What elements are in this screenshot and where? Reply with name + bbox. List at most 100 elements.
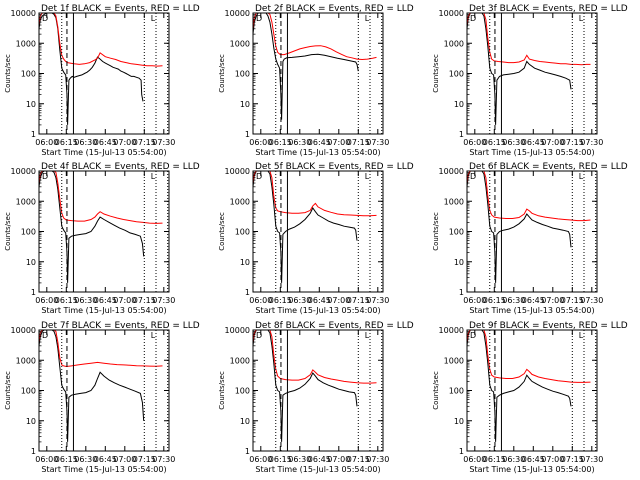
corner-mark-right: L: [365, 14, 370, 23]
events-series-line: [467, 13, 572, 125]
chart-title: Det 5f BLACK = Events, RED = LLD: [255, 162, 414, 172]
x-tick-label: 07:00: [541, 138, 564, 147]
x-axis-label: Start Time (15-Jul-13 05:54:00): [469, 306, 594, 315]
y-tick-label: 1000: [16, 356, 36, 365]
y-tick-label: 100: [235, 70, 250, 79]
x-tick-label: 06:45: [522, 296, 545, 305]
x-tick-label: 06:30: [74, 138, 97, 147]
x-tick-label: 07:30: [580, 296, 603, 305]
x-tick-label: 06:30: [74, 455, 97, 464]
chart-title: Det 7f BLACK = Events, RED = LLD: [41, 321, 200, 331]
x-tick-label: 07:30: [580, 455, 603, 464]
y-tick-label: 1000: [16, 197, 36, 206]
y-tick-label: 1000: [444, 39, 464, 48]
corner-mark-right: L: [151, 14, 156, 23]
x-tick-label: 06:15: [55, 138, 78, 147]
chart-title: Det 9f BLACK = Events, RED = LLD: [469, 321, 628, 331]
lld-series-line: [467, 330, 591, 383]
x-tick-label: 07:00: [541, 455, 564, 464]
y-tick-label: 10000: [225, 326, 250, 335]
y-tick-label: 1: [459, 288, 464, 297]
x-tick-label: 06:15: [269, 138, 292, 147]
x-tick-label: 06:15: [483, 296, 506, 305]
y-axis-label: Counts/sec: [4, 54, 12, 93]
y-tick-label: 10: [240, 417, 250, 426]
x-axis-label: Start Time (15-Jul-13 05:54:00): [469, 148, 594, 157]
corner-mark-left: D: [470, 14, 476, 23]
y-tick-label: 1: [459, 130, 464, 139]
x-axis-label: Start Time (15-Jul-13 05:54:00): [255, 465, 380, 474]
x-tick-label: 06:00: [463, 455, 486, 464]
y-tick-label: 1: [459, 447, 464, 456]
corner-mark-left: D: [256, 331, 262, 340]
lld-series-line: [467, 13, 591, 66]
x-tick-label: 06:30: [502, 455, 525, 464]
x-tick-label: 06:45: [522, 138, 545, 147]
y-tick-label: 10000: [225, 9, 250, 18]
y-tick-label: 1000: [444, 356, 464, 365]
y-tick-label: 1: [31, 288, 36, 297]
y-tick-label: 100: [449, 387, 464, 396]
y-tick-label: 1000: [230, 356, 250, 365]
lld-series-line: [253, 13, 377, 61]
x-tick-label: 07:30: [152, 296, 175, 305]
lld-series-line: [39, 171, 163, 224]
y-axis-label: Counts/sec: [4, 212, 12, 251]
x-tick-label: 06:00: [463, 138, 486, 147]
corner-mark-right: L: [151, 172, 156, 181]
x-tick-label: 06:45: [308, 138, 331, 147]
y-tick-label: 1: [31, 130, 36, 139]
y-tick-label: 10: [240, 258, 250, 267]
lld-series-line: [253, 171, 377, 217]
x-tick-label: 07:00: [327, 138, 350, 147]
y-tick-label: 100: [235, 228, 250, 237]
y-tick-label: 1: [31, 447, 36, 456]
x-axis-label: Start Time (15-Jul-13 05:54:00): [41, 465, 166, 474]
y-tick-label: 10: [454, 100, 464, 109]
events-series-line: [39, 13, 144, 125]
y-axis-label: Counts/sec: [218, 54, 226, 93]
events-series-line: [39, 330, 145, 442]
x-tick-label: 06:00: [35, 455, 58, 464]
y-tick-label: 10: [454, 258, 464, 267]
y-tick-label: 10: [240, 100, 250, 109]
x-tick-label: 06:30: [502, 296, 525, 305]
y-tick-label: 1000: [444, 197, 464, 206]
y-tick-label: 10: [26, 100, 36, 109]
x-tick-label: 07:15: [347, 138, 370, 147]
x-tick-label: 07:00: [113, 455, 136, 464]
x-tick-label: 06:30: [288, 138, 311, 147]
chart-title: Det 4f BLACK = Events, RED = LLD: [41, 162, 200, 172]
chart-title: Det 1f BLACK = Events, RED = LLD: [41, 4, 200, 14]
y-tick-label: 10: [454, 417, 464, 426]
x-tick-label: 07:15: [347, 455, 370, 464]
y-tick-label: 100: [449, 70, 464, 79]
x-tick-label: 06:00: [463, 296, 486, 305]
x-tick-label: 06:30: [74, 296, 97, 305]
corner-mark-right: L: [579, 172, 584, 181]
x-tick-label: 06:45: [94, 296, 117, 305]
lld-series-line: [39, 330, 163, 368]
chart-title: Det 3f BLACK = Events, RED = LLD: [469, 4, 628, 14]
corner-mark-left: D: [42, 172, 48, 181]
x-tick-label: 06:15: [269, 455, 292, 464]
chart-title: Det 8f BLACK = Events, RED = LLD: [255, 321, 414, 331]
events-series-line: [467, 171, 572, 283]
x-tick-label: 07:30: [366, 296, 389, 305]
y-tick-label: 1000: [16, 39, 36, 48]
x-tick-label: 07:30: [152, 138, 175, 147]
corner-mark-right: L: [579, 14, 584, 23]
x-tick-label: 06:00: [35, 138, 58, 147]
x-tick-label: 06:15: [483, 455, 506, 464]
x-tick-label: 07:30: [580, 138, 603, 147]
corner-mark-left: D: [256, 172, 262, 181]
x-tick-label: 06:30: [502, 138, 525, 147]
x-tick-label: 07:15: [133, 138, 156, 147]
y-tick-label: 10000: [11, 326, 36, 335]
x-tick-label: 06:00: [249, 455, 272, 464]
y-tick-label: 10000: [11, 9, 36, 18]
